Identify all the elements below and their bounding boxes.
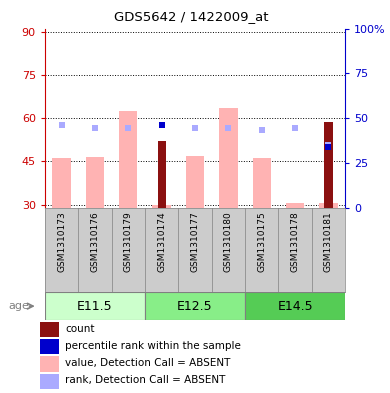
Text: GSM1310176: GSM1310176 [90,212,99,272]
Text: GSM1310178: GSM1310178 [291,212,300,272]
Bar [119,111,137,208]
Bar [253,158,271,208]
Bar [86,157,104,208]
Text: count: count [66,324,95,334]
Text: GSM1310179: GSM1310179 [124,212,133,272]
Text: E12.5: E12.5 [177,299,213,313]
Text: GSM1310174: GSM1310174 [157,212,166,272]
Bar [40,356,59,371]
Text: age: age [8,301,29,311]
Bar [186,156,204,208]
Bar [319,203,338,208]
Text: GSM1310173: GSM1310173 [57,212,66,272]
Bar [40,322,59,337]
Text: value, Detection Call = ABSENT: value, Detection Call = ABSENT [66,358,231,368]
Bar [40,374,59,389]
Text: GDS5642 / 1422009_at: GDS5642 / 1422009_at [114,10,268,23]
Text: rank, Detection Call = ABSENT: rank, Detection Call = ABSENT [66,375,226,386]
Bar [286,203,304,208]
Bar [245,292,345,320]
Bar [52,158,71,208]
Text: E11.5: E11.5 [77,299,113,313]
Text: GSM1310175: GSM1310175 [257,212,266,272]
Bar [152,205,171,208]
Text: GSM1310177: GSM1310177 [190,212,200,272]
Text: GSM1310180: GSM1310180 [224,212,233,272]
Bar [324,123,333,208]
Bar [145,292,245,320]
Text: E14.5: E14.5 [277,299,313,313]
Bar [219,108,238,208]
Bar [45,292,145,320]
Bar [40,339,59,354]
Text: GSM1310181: GSM1310181 [324,212,333,272]
Text: percentile rank within the sample: percentile rank within the sample [66,341,241,351]
Bar [158,141,166,208]
